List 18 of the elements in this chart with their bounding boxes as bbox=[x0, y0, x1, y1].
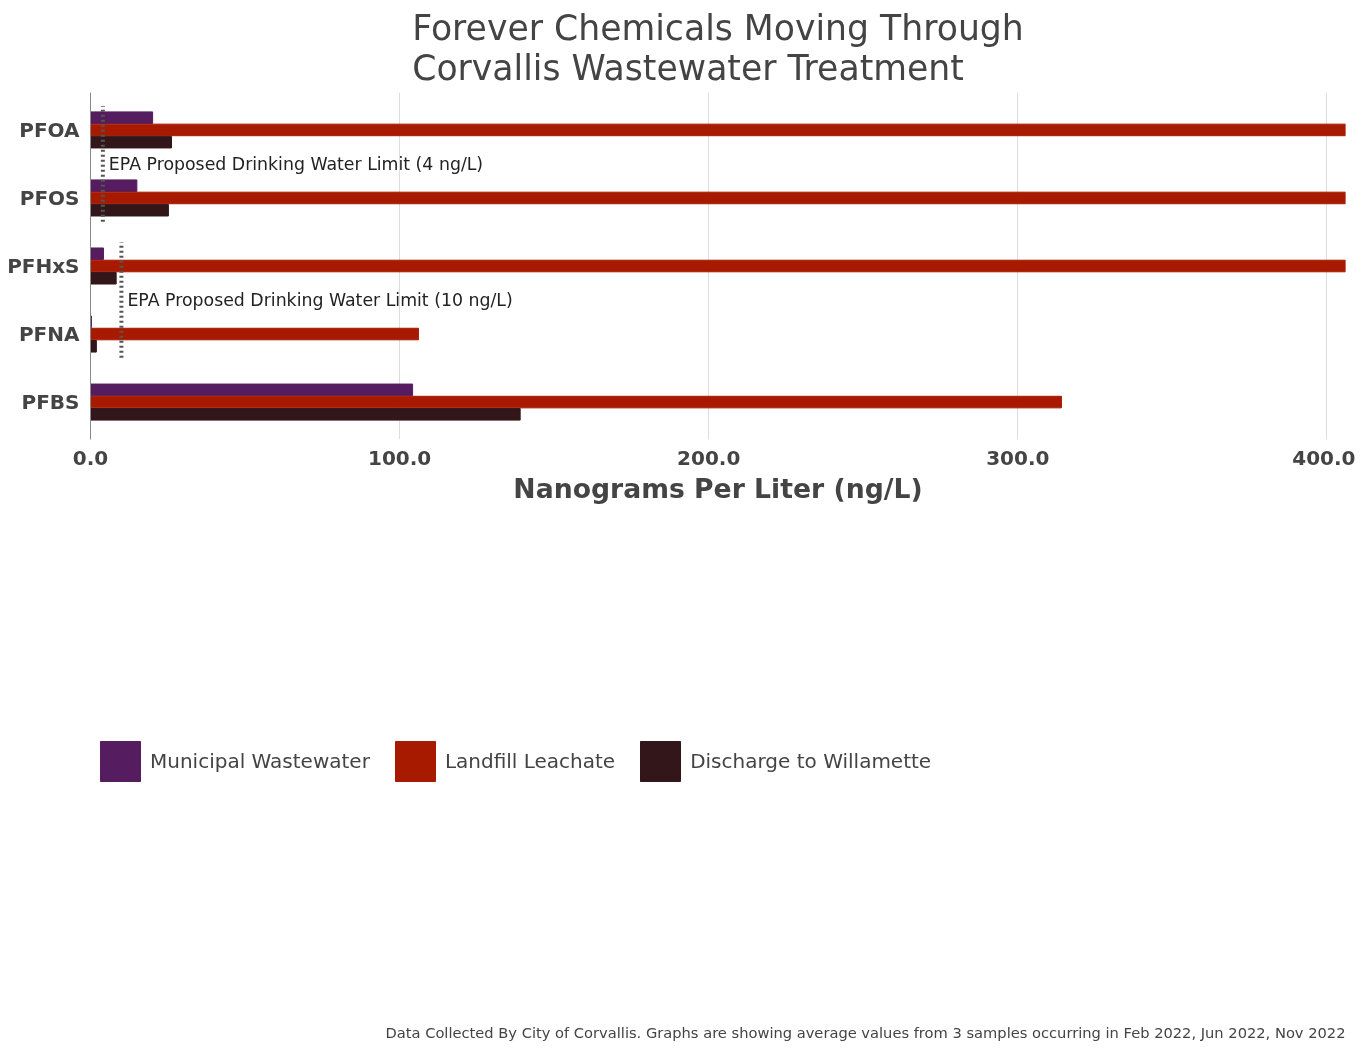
x-tick-label: 0.0 bbox=[72, 445, 109, 470]
legend-label: Landfill Leachate bbox=[444, 748, 616, 773]
ref-line-label: EPA Proposed Drinking Water Limit (4 ng/L) bbox=[108, 153, 484, 174]
x-tick-label: 200.0 bbox=[677, 445, 741, 470]
x-tick-label: 100.0 bbox=[367, 445, 432, 470]
y-tick-label: PFBS bbox=[21, 390, 80, 415]
y-tick-label: PFOS bbox=[19, 185, 80, 210]
x-axis-title: Nanograms Per Liter (ng/L) bbox=[513, 472, 923, 504]
chart-title: Forever Chemicals Moving Through Corvallis Wastewater Treatment bbox=[412, 7, 1024, 88]
legend-label: Discharge to Willamette bbox=[690, 748, 932, 773]
x-tick-label: 300.0 bbox=[986, 445, 1050, 470]
x-tick-label: 400.0 bbox=[1292, 445, 1356, 470]
y-tick-label: PFOA bbox=[19, 117, 81, 142]
y-tick-label: PFNA bbox=[18, 322, 81, 347]
y-tick-label: PFHxS bbox=[7, 254, 80, 278]
text: Data Collected By City of Corvallis. Graphs are showing average values from 3 samples occurring in Feb 2022, Jun 2022, Nov 2022 bbox=[385, 1023, 1346, 1041]
legend-label: Municipal Wastewater bbox=[150, 748, 370, 773]
ref-line-label: EPA Proposed Drinking Water Limit (10 ng/L) bbox=[127, 290, 513, 311]
